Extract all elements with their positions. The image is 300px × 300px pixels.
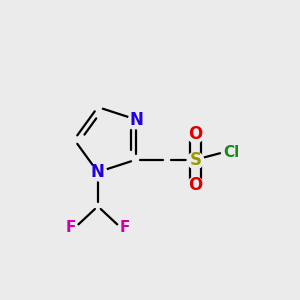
Text: F: F bbox=[120, 220, 130, 235]
Text: S: S bbox=[190, 151, 202, 169]
Text: O: O bbox=[188, 176, 203, 194]
Text: N: N bbox=[129, 110, 143, 128]
Text: O: O bbox=[188, 125, 203, 143]
Text: F: F bbox=[65, 220, 76, 235]
Text: Cl: Cl bbox=[224, 145, 240, 160]
Text: N: N bbox=[91, 163, 105, 181]
